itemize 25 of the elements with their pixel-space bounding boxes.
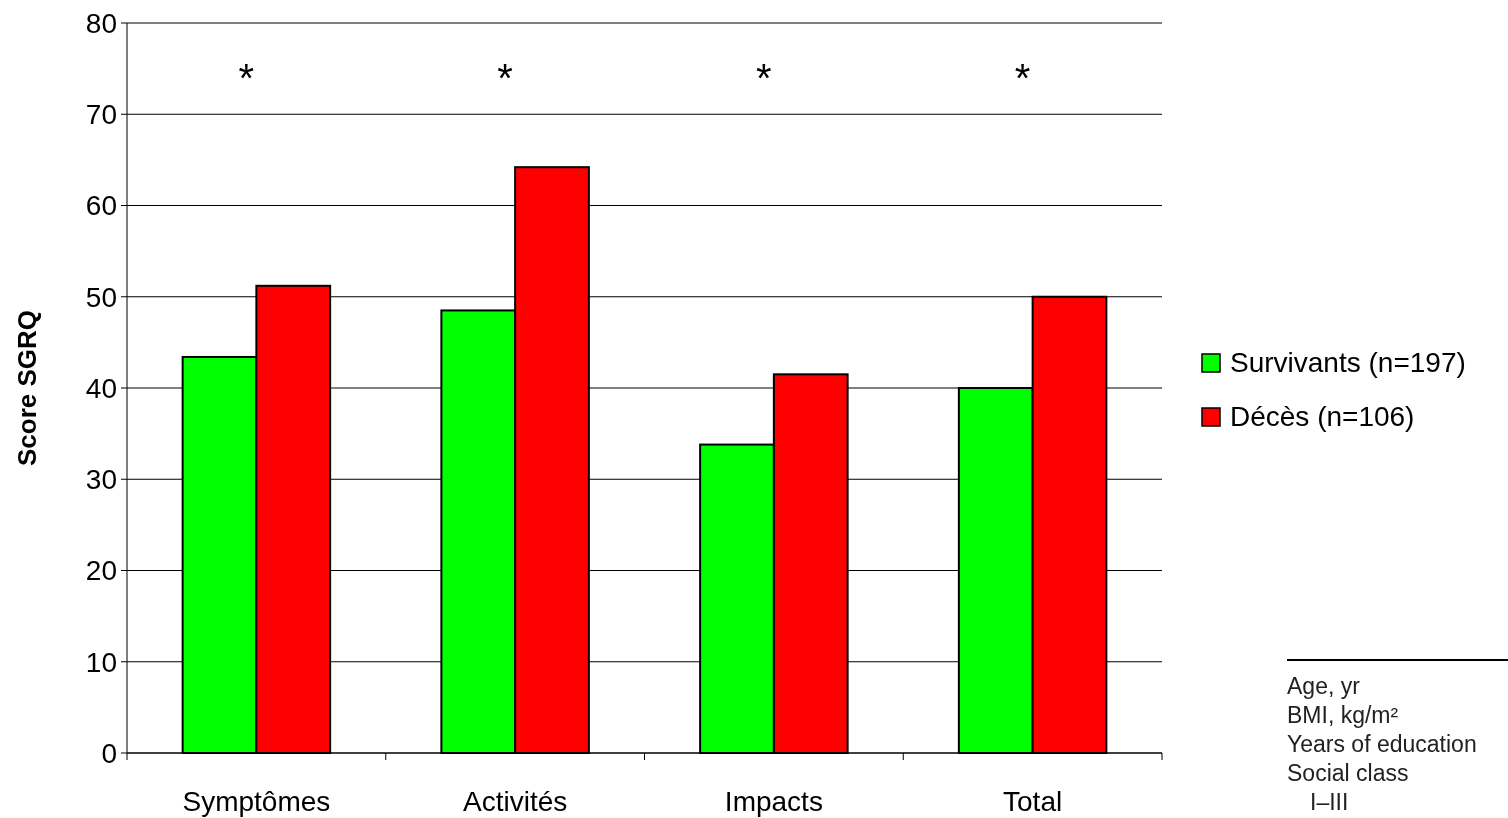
x-tick-label: Symptômes <box>182 786 331 817</box>
y-tick-label: 10 <box>85 646 117 678</box>
y-axis-title: Score SGRQ <box>12 309 42 467</box>
annotation: * <box>756 56 772 100</box>
legend-label: Décès (n=106) <box>1230 400 1415 432</box>
text: BMI, kg/m² <box>1287 702 1399 728</box>
annotation: * <box>497 56 513 100</box>
y-tick-label: 30 <box>85 464 117 496</box>
y-tick-label: 40 <box>85 372 117 404</box>
x-tick-label: Total <box>1003 786 1063 817</box>
legend-label: Survivants (n=197) <box>1230 346 1466 378</box>
text: Age, yr <box>1287 673 1361 699</box>
annotation: * <box>238 56 255 100</box>
y-tick-label: 0 <box>101 737 117 769</box>
annotation: * <box>1014 56 1031 100</box>
text: Social class <box>1287 760 1409 786</box>
y-tick-label: 80 <box>85 7 117 39</box>
x-tick-label: Activités <box>463 786 568 817</box>
y-tick-label: 70 <box>85 99 117 131</box>
y-tick-label: 60 <box>85 190 117 222</box>
y-tick-label: 50 <box>85 281 117 313</box>
text: Years of education <box>1287 731 1477 757</box>
y-tick-label: 20 <box>85 555 117 587</box>
text: I–III <box>1310 789 1349 815</box>
x-tick-label: Impacts <box>724 786 823 817</box>
